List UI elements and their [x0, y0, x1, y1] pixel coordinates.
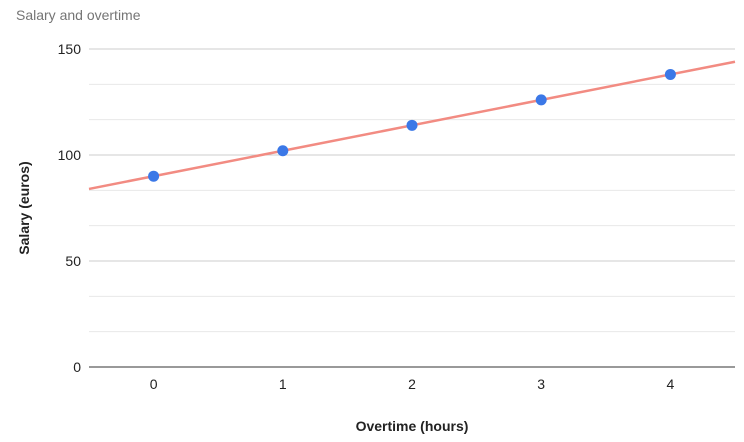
data-point	[535, 94, 547, 106]
y-axis-title: Salary (euros)	[16, 161, 32, 254]
data-point	[277, 145, 289, 157]
y-axis-ticks: 0 50 100 150	[58, 41, 82, 375]
x-axis-title: Overtime (hours)	[356, 418, 469, 434]
data-point	[406, 119, 418, 131]
y-tick-label: 50	[65, 253, 81, 269]
y-tick-label: 100	[58, 147, 82, 163]
y-tick-label: 150	[58, 41, 82, 57]
y-tick-label: 0	[73, 359, 81, 375]
data-points	[148, 68, 676, 182]
gridlines	[89, 48, 735, 333]
x-tick-label: 1	[279, 376, 287, 392]
x-tick-label: 2	[408, 376, 416, 392]
data-point	[148, 170, 160, 182]
chart-title: Salary and overtime	[16, 7, 141, 23]
x-tick-label: 0	[150, 376, 158, 392]
x-axis-ticks: 0 1 2 3 4	[150, 376, 675, 392]
data-point	[664, 68, 676, 80]
x-tick-label: 4	[667, 376, 675, 392]
x-tick-label: 3	[537, 376, 545, 392]
